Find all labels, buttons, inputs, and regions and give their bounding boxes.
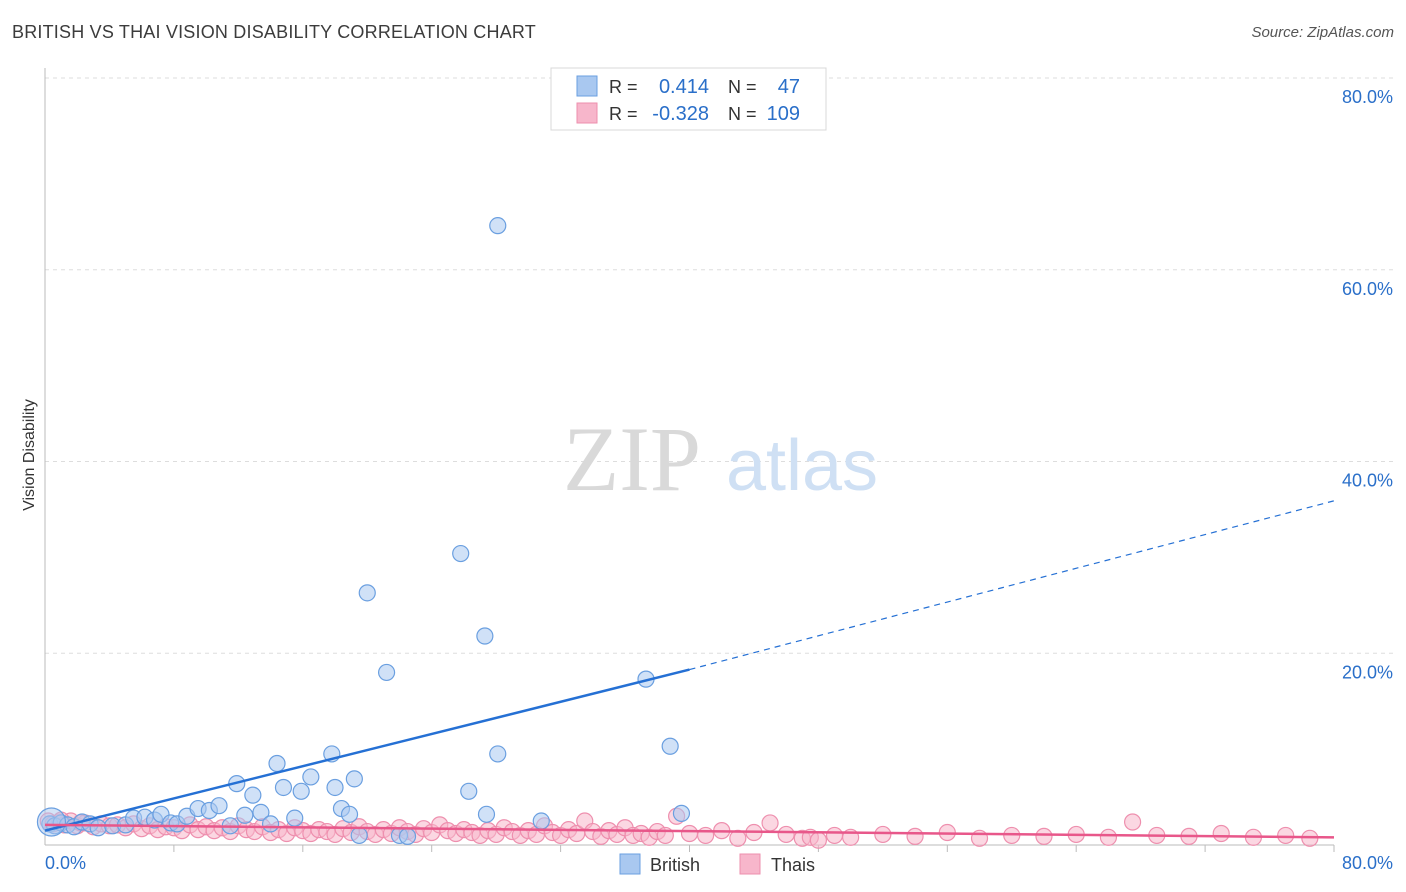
british-trend-line xyxy=(44,668,690,832)
thais-point xyxy=(680,824,699,843)
british-point xyxy=(292,782,310,800)
british-point xyxy=(274,778,293,797)
british-point xyxy=(340,805,359,823)
legend-thais-swatch xyxy=(739,853,761,875)
british-point xyxy=(477,805,496,823)
chart-title: BRITISH VS THAI VISION DISABILITY CORREL… xyxy=(12,22,536,42)
x-tick-label-max: 80.0% xyxy=(1342,853,1393,873)
british-point xyxy=(672,804,691,822)
british-point xyxy=(252,803,270,822)
legend-thais-label: Thais xyxy=(771,855,815,875)
watermark-zip: ZIP xyxy=(563,408,701,510)
british-point xyxy=(476,627,494,645)
british-point xyxy=(350,826,368,845)
british-n-label: N = xyxy=(728,77,757,97)
british-point xyxy=(286,809,304,827)
thais-point xyxy=(1035,827,1053,845)
british-point xyxy=(326,778,344,797)
thais-point xyxy=(1212,824,1230,843)
british-point xyxy=(398,827,417,845)
british-point xyxy=(268,754,286,773)
thais-trend-line xyxy=(44,823,1335,839)
source-credit: Source: ZipAtlas.com xyxy=(1251,24,1394,41)
legend-british-swatch xyxy=(619,853,641,875)
british-points xyxy=(36,217,691,845)
british-r-value: 0.414 xyxy=(659,76,709,98)
british-point xyxy=(345,770,363,788)
british-point xyxy=(358,584,376,602)
thais-point xyxy=(729,829,747,847)
thais-point xyxy=(874,825,892,844)
british-point xyxy=(210,797,228,815)
british-point xyxy=(244,786,262,804)
watermark-atlas: atlas xyxy=(726,426,878,506)
trend-lines xyxy=(44,500,1335,839)
thais-point xyxy=(761,814,779,832)
thais-point xyxy=(1277,826,1295,845)
thais-point xyxy=(809,831,828,849)
y-tick-labels: 20.0% 40.0% 60.0% 80.0% xyxy=(1342,87,1393,682)
thais-point xyxy=(1123,813,1142,831)
thais-r-label: R = xyxy=(609,104,638,124)
british-point-cluster xyxy=(36,807,67,837)
thais-point xyxy=(825,826,844,845)
thais-r-value: -0.328 xyxy=(652,103,709,125)
british-point xyxy=(452,544,470,563)
thais-point xyxy=(777,825,795,844)
british-point xyxy=(302,768,320,786)
y-tick-label-60: 60.0% xyxy=(1342,279,1393,299)
british-swatch xyxy=(576,75,598,97)
stats-legend: R = 0.414 N = 47 R = -0.328 N = 109 xyxy=(550,67,827,131)
thais-n-value: 109 xyxy=(767,103,800,125)
x-tick-label-min: 0.0% xyxy=(45,853,86,873)
british-point xyxy=(532,812,550,830)
thais-point xyxy=(1099,828,1118,846)
thais-point xyxy=(906,827,924,845)
british-point xyxy=(89,819,107,837)
legend-british-label: British xyxy=(650,855,700,875)
british-point xyxy=(236,806,254,824)
british-point xyxy=(460,782,478,800)
thais-n-label: N = xyxy=(728,104,757,124)
british-point xyxy=(489,745,507,763)
bottom-legend: British Thais xyxy=(619,853,815,875)
x-axis-ticks xyxy=(173,845,1335,852)
y-tick-label-40: 40.0% xyxy=(1342,471,1393,491)
thais-swatch xyxy=(576,102,598,124)
british-point xyxy=(661,737,679,755)
gridlines xyxy=(45,77,1393,654)
british-r-label: R = xyxy=(609,77,638,97)
british-point xyxy=(489,217,507,235)
british-point xyxy=(377,663,396,682)
british-trend-extension xyxy=(689,500,1335,671)
british-n-value: 47 xyxy=(778,76,800,98)
y-tick-label-20: 20.0% xyxy=(1342,662,1393,682)
y-axis-title: Vision Disability xyxy=(21,399,38,511)
british-point xyxy=(261,815,280,833)
y-tick-label-80: 80.0% xyxy=(1342,87,1393,107)
thais-point xyxy=(697,826,715,845)
